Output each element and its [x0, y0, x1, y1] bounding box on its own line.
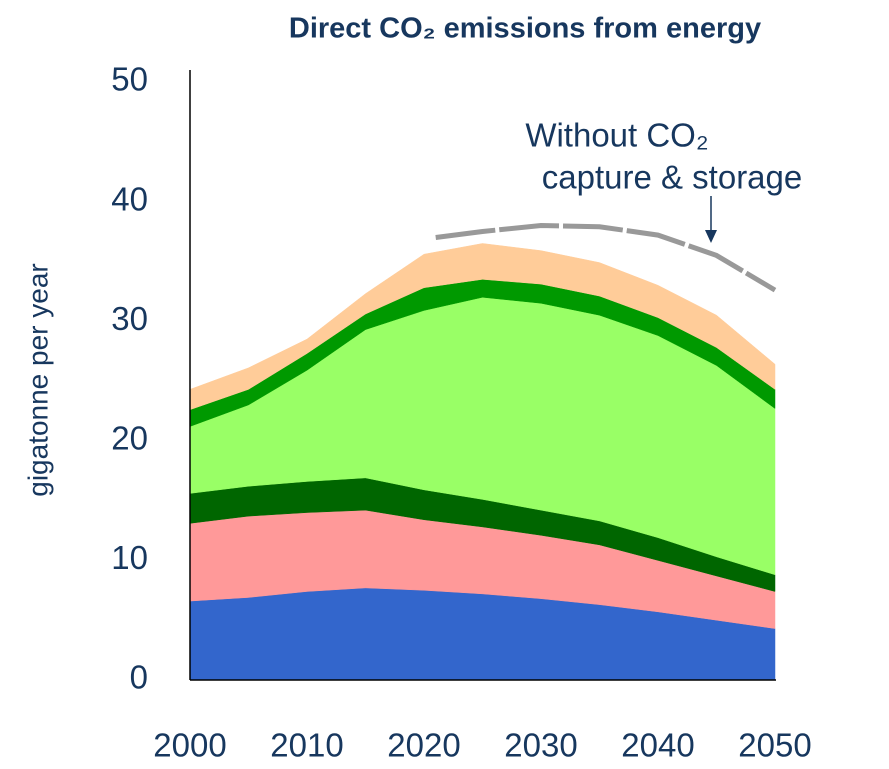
y-tick-label: 20 [111, 420, 148, 457]
overlay-line [435, 223, 777, 293]
x-tick-label: 2010 [270, 727, 343, 764]
chart-title: Direct CO₂ emissions from energy [289, 13, 761, 45]
y-axis-label: gigatonne per year [22, 263, 53, 497]
y-tick-label: 40 [111, 180, 148, 217]
plot-area [189, 223, 777, 681]
annotation: Without CO₂ [525, 117, 708, 154]
x-tick-label: 2020 [387, 727, 460, 764]
y-tick-label: 30 [111, 300, 148, 337]
x-tick-label: 2050 [738, 727, 811, 764]
annotation-arrowhead [705, 230, 717, 243]
x-tick-label: 2030 [504, 727, 577, 764]
annotation: capture & storage [542, 159, 803, 196]
x-tick-label: 2040 [621, 727, 694, 764]
y-tick-label: 10 [111, 539, 148, 576]
y-tick-label: 50 [111, 61, 148, 98]
x-tick-label: 2000 [153, 727, 226, 764]
y-tick-label: 0 [130, 659, 148, 696]
area [189, 243, 776, 411]
